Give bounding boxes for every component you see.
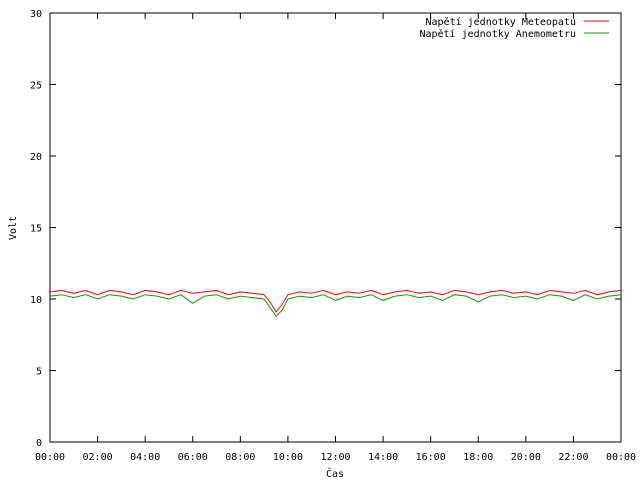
x-tick-label: 16:00 [416,452,446,463]
y-tick-label: 25 [30,81,42,92]
y-tick-label: 15 [30,224,42,235]
x-tick-label: 20:00 [511,452,541,463]
x-axis: 00:00 02:00 04:00 06:00 08:00 10:00 12:00 14:00… [35,13,636,463]
x-axis-label: Čas [326,467,344,480]
x-tick-label: 00:00 [35,452,65,463]
series-line [49,294,622,317]
x-tick-label: 04:00 [130,452,160,463]
legend-label: Napětí jednotky Anemometru [419,28,576,40]
y-tick-label: 10 [30,295,42,306]
y-axis-label: Volt [8,216,19,240]
x-tick-label: 18:00 [463,452,493,463]
y-tick-label: 0 [36,438,42,449]
x-tick-label: 06:00 [178,452,208,463]
y-tick-label: 20 [30,152,42,163]
legend-label: Napětí jednotky Meteopatu [425,16,576,28]
series-layer [49,289,622,317]
series-line [49,289,622,313]
x-tick-label: 14:00 [368,452,398,463]
y-axis: 0 5 10 15 20 25 30 [30,9,621,449]
y-tick-label: 30 [30,9,42,20]
x-tick-label: 02:00 [83,452,113,463]
x-tick-label: 08:00 [225,452,255,463]
x-tick-label: 22:00 [558,452,588,463]
x-tick-label: 00:00 [606,452,636,463]
y-tick-label: 5 [36,367,42,378]
x-tick-label: 12:00 [320,452,350,463]
x-tick-label: 10:00 [273,452,303,463]
legend: Napětí jednotky Meteopatu Napětí jednotk… [419,16,609,40]
plot-frame [49,12,622,443]
